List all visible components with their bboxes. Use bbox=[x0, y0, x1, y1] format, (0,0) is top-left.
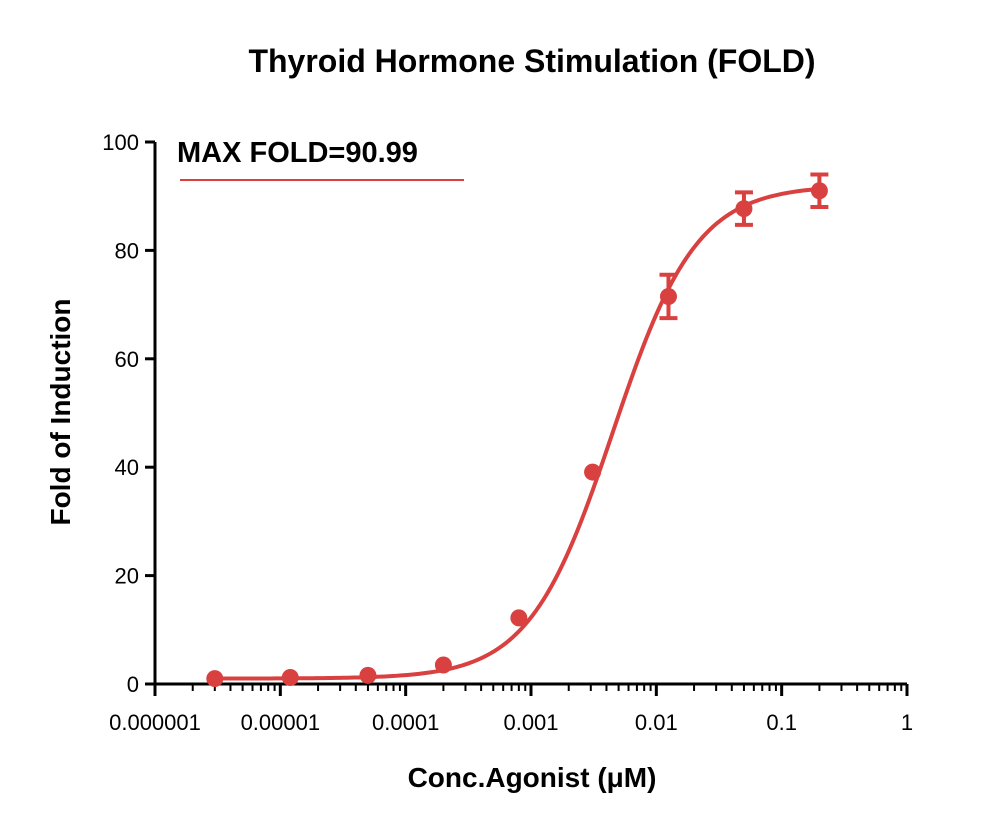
data-points-layer bbox=[206, 172, 829, 688]
data-point bbox=[510, 609, 528, 627]
x-tick-label: 1 bbox=[901, 710, 913, 735]
data-point bbox=[359, 666, 377, 684]
y-tick-label: 80 bbox=[115, 238, 139, 263]
data-point bbox=[584, 463, 602, 481]
x-tick-label: 0.00001 bbox=[241, 710, 321, 735]
fit-curve-layer bbox=[214, 186, 820, 681]
axes: 0 20 40 60 80 100 0.000001 0.00001 0.0001 0.001 0.… bbox=[102, 130, 913, 735]
x-tick-label: 0.0001 bbox=[372, 710, 439, 735]
x-tick-label: 0.1 bbox=[766, 710, 797, 735]
y-tick-label: 0 bbox=[127, 672, 139, 697]
y-tick-label: 100 bbox=[102, 130, 139, 155]
data-point bbox=[810, 182, 828, 200]
fit-curve bbox=[214, 186, 820, 681]
data-point bbox=[206, 670, 224, 688]
max-fold-annotation: MAX FOLD=90.99 bbox=[177, 137, 418, 169]
x-tick-label: 0.000001 bbox=[109, 710, 201, 735]
data-point bbox=[281, 668, 299, 686]
data-point bbox=[434, 656, 452, 674]
x-axis-label: Conc.Agonist (μM) bbox=[408, 762, 657, 793]
y-tick-label: 60 bbox=[115, 347, 139, 372]
y-axis-label: Fold of Induction bbox=[45, 298, 76, 525]
y-tick-label: 20 bbox=[115, 564, 139, 589]
data-point bbox=[735, 200, 753, 218]
data-point bbox=[659, 287, 677, 305]
chart-title: Thyroid Hormone Stimulation (FOLD) bbox=[248, 43, 815, 79]
y-tick-label: 40 bbox=[115, 455, 139, 480]
x-tick-label: 0.01 bbox=[635, 710, 678, 735]
x-tick-label: 0.001 bbox=[503, 710, 558, 735]
